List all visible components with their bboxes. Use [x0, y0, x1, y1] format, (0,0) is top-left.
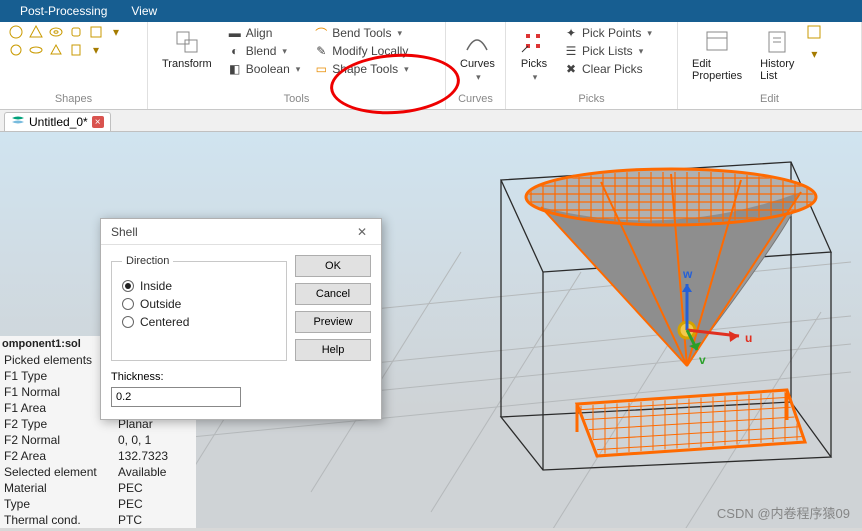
watermark: CSDN @内卷程序猿09 — [717, 503, 850, 522]
cancel-button[interactable]: Cancel — [295, 283, 371, 305]
ribbon-group-picks-label: Picks — [514, 91, 669, 109]
close-icon[interactable]: × — [92, 116, 104, 128]
ribbon-group-tools-label: Tools — [156, 91, 437, 109]
radio-icon — [122, 316, 134, 328]
document-icon — [11, 115, 25, 129]
document-tab-label: Untitled_0* — [29, 115, 88, 129]
shape-ellipse-icon[interactable] — [28, 42, 44, 58]
direction-legend: Direction — [122, 255, 173, 267]
transform-icon — [173, 28, 201, 56]
more-edit-icon[interactable]: ▾ — [806, 46, 822, 62]
info-row: MaterialPEC — [0, 480, 196, 496]
info-row: F2 Area132.7323 — [0, 448, 196, 464]
menubar: Post-Processing View — [0, 0, 862, 22]
shape-poly-icon[interactable] — [48, 42, 64, 58]
chevron-down-icon: ▾ — [294, 64, 301, 75]
radio-icon — [122, 298, 134, 310]
shape-ring-icon[interactable] — [8, 42, 24, 58]
bend-icon: ⌒ — [314, 26, 328, 40]
thickness-input[interactable] — [111, 387, 241, 407]
help-button[interactable]: Help — [295, 339, 371, 361]
properties-icon — [703, 28, 731, 56]
shape-tools-button[interactable]: ▭Shape Tools▾ — [310, 60, 412, 78]
chevron-down-icon: ▾ — [531, 72, 538, 83]
history-list-button[interactable]: History List — [754, 24, 800, 86]
chevron-down-icon: ▾ — [645, 28, 652, 39]
radio-icon — [122, 280, 134, 292]
align-button[interactable]: ▬Align — [224, 24, 305, 42]
clear-picks-button[interactable]: ✖Clear Picks — [560, 60, 656, 78]
info-row: Thermal cond.PTC — [0, 512, 196, 528]
curves-button[interactable]: Curves ▾ — [454, 24, 501, 87]
info-row: TypePEC — [0, 496, 196, 512]
boolean-icon: ◧ — [228, 62, 242, 76]
radio-inside[interactable]: Inside — [122, 277, 276, 295]
preview-button[interactable]: Preview — [295, 311, 371, 333]
menu-view[interactable]: View — [119, 4, 169, 18]
ribbon-group-shapes-label: Shapes — [8, 91, 139, 109]
modify-icon: ✎ — [314, 44, 328, 58]
radio-outside[interactable]: Outside — [122, 295, 276, 313]
chevron-down-icon: ▾ — [474, 72, 481, 83]
boolean-button[interactable]: ◧Boolean▾ — [224, 60, 305, 78]
chevron-down-icon: ▾ — [402, 64, 409, 75]
ribbon-group-edit-label: Edit — [686, 91, 853, 109]
shape-tools-icon: ▭ — [314, 62, 328, 76]
shape-cylinder-icon[interactable] — [68, 24, 84, 40]
align-icon: ▬ — [228, 26, 242, 40]
modify-locally-button[interactable]: ✎Modify Locally — [310, 42, 412, 60]
picks-button[interactable]: Picks ▾ — [514, 24, 554, 87]
ribbon: ▾ ▾ Shapes Transform ▬Align ◐Blend — [0, 22, 862, 110]
radio-centered[interactable]: Centered — [122, 313, 276, 331]
shape-more-icon[interactable]: ▾ — [108, 24, 124, 40]
direction-group: Direction Inside Outside Centered — [111, 255, 287, 361]
menu-postprocessing[interactable]: Post-Processing — [8, 4, 119, 18]
document-tab[interactable]: Untitled_0* × — [4, 112, 111, 131]
blend-button[interactable]: ◐Blend▾ — [224, 42, 305, 60]
clear-icon: ✖ — [564, 62, 578, 76]
transform-button[interactable]: Transform — [156, 24, 218, 74]
shape-extrude-icon[interactable] — [68, 42, 84, 58]
svg-text:u: u — [745, 331, 752, 345]
face-icon[interactable] — [806, 24, 822, 40]
chevron-down-icon: ▾ — [637, 46, 644, 57]
shape-sphere-icon[interactable] — [8, 24, 24, 40]
shape-torus-icon[interactable] — [48, 24, 64, 40]
pick-points-button[interactable]: ✦Pick Points▾ — [560, 24, 656, 42]
ribbon-group-curves-label: Curves — [454, 91, 497, 109]
blend-icon: ◐ — [228, 44, 242, 58]
info-row: F2 Normal0, 0, 1 — [0, 432, 196, 448]
shell-dialog: Shell ✕ Direction Inside Outside Centere… — [100, 218, 382, 420]
pick-points-icon: ✦ — [564, 26, 578, 40]
bend-tools-button[interactable]: ⌒Bend Tools▾ — [310, 24, 412, 42]
chevron-down-icon: ▾ — [395, 28, 402, 39]
shape-box-icon[interactable] — [88, 24, 104, 40]
svg-text:v: v — [699, 353, 706, 367]
edit-properties-button[interactable]: Edit Properties — [686, 24, 748, 86]
history-icon — [763, 28, 791, 56]
dialog-title: Shell — [111, 225, 138, 239]
ok-button[interactable]: OK — [295, 255, 371, 277]
pick-lists-button[interactable]: ☰Pick Lists▾ — [560, 42, 656, 60]
shape-cone-icon[interactable] — [28, 24, 44, 40]
svg-text:w: w — [682, 267, 693, 281]
close-icon[interactable]: ✕ — [349, 222, 375, 242]
picks-icon — [520, 28, 548, 56]
document-tab-bar: Untitled_0* × — [0, 110, 862, 132]
thickness-label: Thickness: — [111, 371, 371, 383]
shape-more2-icon[interactable]: ▾ — [88, 42, 104, 58]
chevron-down-icon: ▾ — [280, 46, 287, 57]
curves-icon — [463, 28, 491, 56]
info-row: Selected elementAvailable — [0, 464, 196, 480]
pick-lists-icon: ☰ — [564, 44, 578, 58]
